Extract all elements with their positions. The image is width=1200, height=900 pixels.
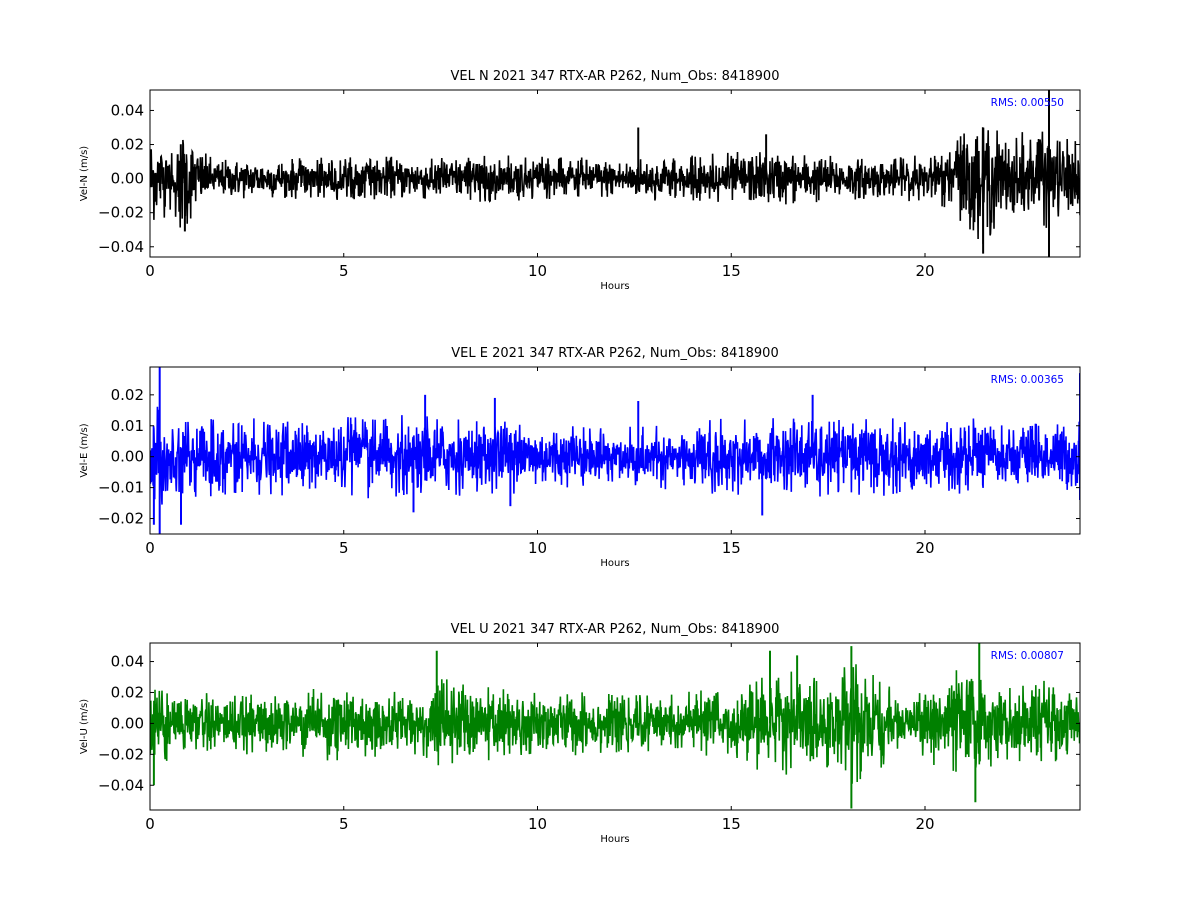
x-tick-label-east-0: 0 <box>145 539 155 557</box>
y-axis-label-north: Vel-N (m/s) <box>79 146 90 201</box>
y-tick-label-up-0: −0.04 <box>98 776 144 794</box>
x-axis-label-up: Hours <box>600 834 629 845</box>
y-tick-label-up-4: 0.04 <box>111 653 144 671</box>
y-tick-label-east-0: −0.02 <box>98 510 144 528</box>
panel-up: 0 5 10 15 20 −0.04 −0.02 0.00 0.02 0.04 VEL U 2021… <box>79 622 1081 845</box>
x-tick-label-north-1: 5 <box>339 262 349 280</box>
panel-north: 0 5 10 15 20 −0.04 −0.02 0.00 0.02 0.04 VEL N 2021… <box>79 69 1081 292</box>
y-tick-label-up-2: 0.00 <box>111 714 144 732</box>
x-tick-label-up-3: 15 <box>722 815 741 833</box>
y-axis-label-up: Vel-U (m/s) <box>79 699 90 754</box>
series-group-east <box>150 367 1080 534</box>
x-tick-label-east-1: 5 <box>339 539 349 557</box>
y-tick-label-east-2: 0.00 <box>111 448 144 466</box>
axes-frame-east <box>149 366 1081 535</box>
x-tick-label-up-0: 0 <box>145 815 155 833</box>
rms-annotation-up: RMS: 0.00807 <box>991 650 1064 662</box>
series-line-north <box>150 127 1080 244</box>
chart-title-north: VEL N 2021 347 RTX-AR P262, Num_Obs: 841… <box>451 69 780 84</box>
chart-title-up: VEL U 2021 347 RTX-AR P262, Num_Obs: 841… <box>451 622 780 637</box>
x-tick-label-up-2: 10 <box>528 815 547 833</box>
y-tick-label-north-0: −0.04 <box>98 238 144 256</box>
series-line-east <box>150 406 1080 505</box>
y-tick-label-north-4: 0.04 <box>111 101 144 119</box>
x-tick-label-up-4: 20 <box>915 815 934 833</box>
x-axis-label-north: Hours <box>600 281 629 292</box>
y-tick-label-north-3: 0.02 <box>111 136 144 154</box>
series-line-up <box>150 664 1080 784</box>
panel-east: 0 5 10 15 20 −0.02 −0.01 0.00 0.01 0.02 VEL E 2021… <box>79 346 1081 569</box>
x-tick-label-north-3: 15 <box>722 262 741 280</box>
chart-title-east: VEL E 2021 347 RTX-AR P262, Num_Obs: 841… <box>451 346 778 361</box>
rms-annotation-east: RMS: 0.00365 <box>991 374 1064 386</box>
y-tick-label-east-4: 0.02 <box>111 386 144 404</box>
rms-annotation-north: RMS: 0.00550 <box>991 97 1064 109</box>
x-tick-label-north-4: 20 <box>915 262 934 280</box>
x-tick-label-east-3: 15 <box>722 539 741 557</box>
x-axis-label-east: Hours <box>600 558 629 569</box>
y-tick-label-north-1: −0.02 <box>98 204 144 222</box>
x-tick-label-north-0: 0 <box>145 262 155 280</box>
x-tick-label-east-4: 20 <box>915 539 934 557</box>
y-tick-label-up-1: −0.02 <box>98 745 144 763</box>
x-tick-label-up-1: 5 <box>339 815 349 833</box>
x-tick-label-north-2: 10 <box>528 262 547 280</box>
y-tick-label-north-2: 0.00 <box>111 170 144 188</box>
series-group-north <box>150 90 1080 257</box>
y-axis-label-east: Vel-E (m/s) <box>79 423 90 477</box>
axes-frame-up <box>149 642 1081 811</box>
axes-frame-north <box>149 89 1081 258</box>
x-tick-label-east-2: 10 <box>528 539 547 557</box>
y-tick-label-up-3: 0.02 <box>111 683 144 701</box>
series-group-up <box>150 643 1080 809</box>
y-tick-label-east-3: 0.01 <box>111 417 144 435</box>
y-tick-label-east-1: −0.01 <box>98 479 144 497</box>
